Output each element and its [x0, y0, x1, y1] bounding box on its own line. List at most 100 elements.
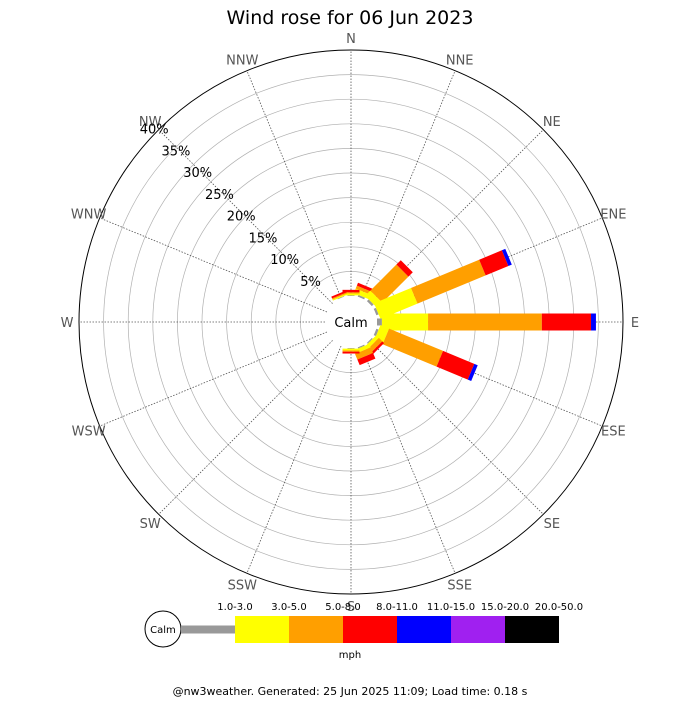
bar-segment: [337, 296, 345, 300]
wind-bars: [331, 248, 596, 381]
legend: Calm 1.0-3.0 3.0-5.0 5.0-8.0 8.0-11.0 11.0-1…: [144, 602, 583, 648]
legend-label: 1.0-3.0: [217, 602, 252, 613]
direction-label-w: W: [61, 316, 74, 331]
legend-unit: mph: [339, 650, 361, 661]
direction-label-sse: SSE: [447, 578, 472, 593]
bar-segment: [357, 344, 365, 349]
bar-segment: [591, 313, 596, 331]
spoke-wsw: [99, 331, 328, 427]
direction-label-ese: ESE: [601, 425, 626, 440]
radial-tick-label: 40%: [140, 123, 169, 138]
bar-group-ene: [373, 248, 512, 319]
calm-circle: [325, 296, 377, 348]
bar-group-ese: [373, 325, 478, 381]
direction-label-ssw: SSW: [228, 578, 258, 593]
direction-label-sw: SW: [140, 517, 161, 532]
legend-label: 3.0-5.0: [271, 602, 306, 613]
spoke-ne: [369, 129, 544, 304]
bar-segment: [331, 290, 348, 299]
bar-segment: [370, 341, 385, 356]
spoke-sse: [360, 345, 456, 574]
spoke-ssw: [246, 345, 342, 574]
bar-segment: [370, 264, 409, 303]
direction-labels: N NNE NE ENE E ESE SE SSE S SSW SW WSW W WNW NW NNW: [61, 32, 640, 615]
radial-tick-label: 5%: [300, 275, 321, 290]
radial-tick-label: 35%: [162, 144, 191, 159]
legend-label: 8.0-11.0: [376, 602, 418, 613]
bar-group-nnw: [331, 290, 349, 301]
legend-label: 15.0-20.0: [481, 602, 529, 613]
bar-segment: [374, 287, 418, 319]
bar-segment: [436, 350, 475, 380]
direction-label-nnw: NNW: [226, 54, 258, 69]
direction-label-nw: NW: [139, 115, 162, 130]
spoke-nw: [158, 129, 333, 304]
bar-segment: [342, 350, 360, 352]
bar-group-s: [342, 348, 360, 354]
legend-swatch: [343, 616, 397, 643]
polar-grid: [78, 49, 624, 595]
bar-segment: [381, 313, 429, 331]
legend-swatch: [235, 616, 289, 643]
direction-label-wnw: WNW: [71, 207, 107, 222]
direction-label-n: N: [346, 32, 356, 47]
direction-label-ne: NE: [543, 115, 561, 130]
bar-segment: [332, 291, 349, 300]
bar-segment: [354, 347, 374, 360]
radial-tick-label: 25%: [205, 188, 234, 203]
calm-label: Calm: [334, 316, 367, 331]
legend-label: 11.0-15.0: [427, 602, 475, 613]
bar-segment: [410, 259, 486, 304]
bar-segment: [347, 295, 355, 296]
bar-segment: [342, 348, 360, 351]
radial-tick-label: 15%: [248, 231, 277, 246]
bar-segment: [501, 248, 512, 267]
spoke-se: [369, 340, 544, 515]
bar-segment: [541, 313, 592, 331]
grid-ring: [78, 49, 624, 595]
direction-label-e: E: [631, 316, 639, 331]
bar-segment: [382, 328, 444, 367]
legend-calm-label: Calm: [150, 625, 176, 636]
radial-tick-labels: 5%10% 15% 20% 25% 30% 35% 40%: [140, 123, 321, 290]
direction-label-se: SE: [544, 517, 560, 532]
spoke-nne: [360, 70, 456, 299]
bar-group-e: [377, 313, 596, 331]
bar-segment: [479, 250, 509, 276]
chart-title: Wind rose for 06 Jun 2023: [227, 7, 474, 29]
direction-label-wsw: WSW: [72, 425, 106, 440]
bar-segment: [366, 299, 374, 307]
bar-segment: [373, 307, 379, 316]
spoke-wnw: [99, 217, 328, 313]
bar-segment: [428, 313, 542, 331]
spoke-sw: [158, 340, 333, 515]
bar-segment: [373, 328, 379, 337]
legend-swatch: [451, 616, 505, 643]
spoke-ese: [374, 331, 603, 427]
bar-segment: [357, 352, 376, 366]
legend-swatch: [505, 616, 559, 643]
direction-label-nne: NNE: [446, 54, 474, 69]
bar-segment: [356, 282, 374, 293]
radial-tick-label: 10%: [270, 253, 299, 268]
direction-label-s: S: [347, 600, 355, 615]
spoke-nnw: [246, 70, 342, 299]
bar-segment: [347, 348, 355, 349]
bar-segment: [342, 351, 360, 354]
legend-swatch: [289, 616, 343, 643]
radial-tick-label: 20%: [227, 210, 256, 225]
bar-segment: [332, 293, 349, 301]
bar-segment: [467, 363, 478, 381]
legend-swatch: [181, 625, 235, 634]
footer-text: @nw3weather. Generated: 25 Jun 2025 11:0…: [173, 685, 528, 698]
bar-segment: [396, 260, 413, 277]
calm-center: Calm: [325, 296, 377, 348]
bar-segment: [377, 318, 382, 326]
legend-label: 5.0-8.0: [325, 602, 360, 613]
bar-segment: [366, 337, 373, 344]
bar-segment: [357, 294, 365, 300]
legend-swatch: [397, 616, 451, 643]
grid-ring: [103, 74, 599, 570]
